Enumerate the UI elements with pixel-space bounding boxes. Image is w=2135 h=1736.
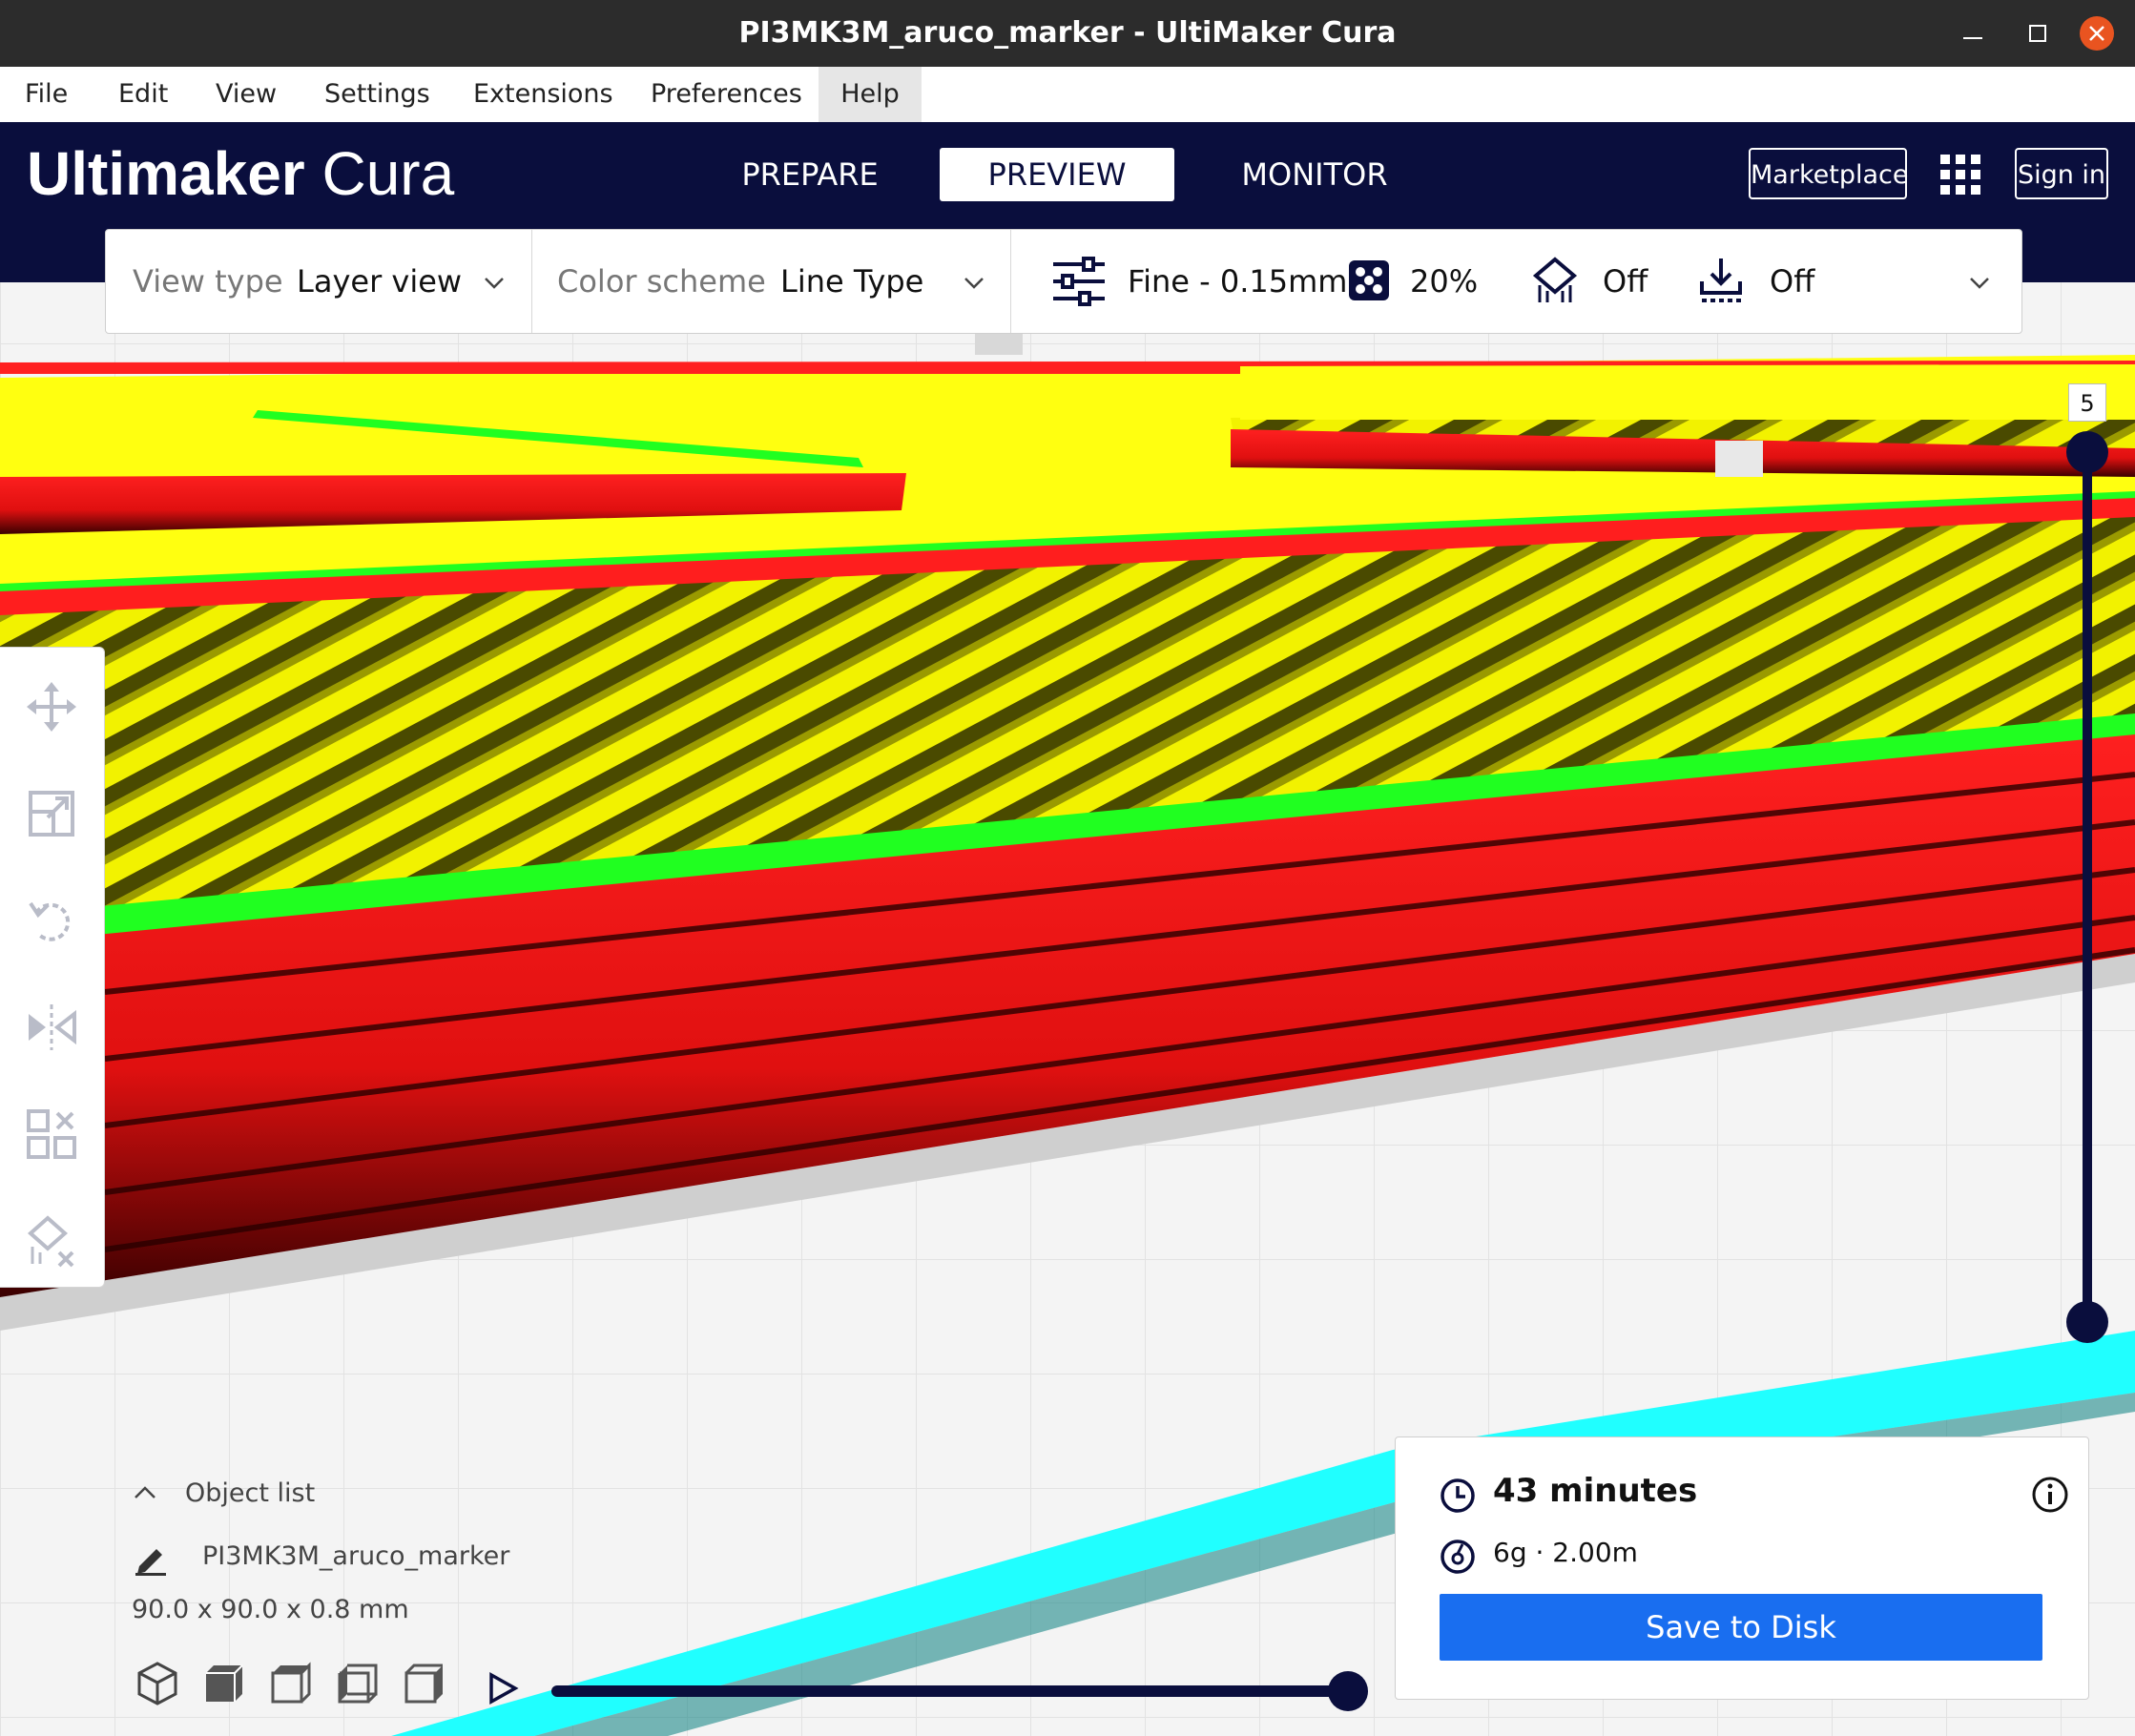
material-usage: 6g · 2.00m [1493,1537,1638,1568]
inner-wall-line [0,711,2135,944]
path-slider-handle[interactable] [1328,1671,1368,1711]
print-settings-toolbar: View type Layer view Color scheme Line T… [105,229,2022,334]
infill-value: 20% [1410,263,1479,300]
menu-bar: File Edit View Settings Extensions Prefe… [0,67,2135,122]
left-view-icon[interactable] [334,1660,382,1707]
support-blocker-icon[interactable] [25,1214,78,1268]
object-dimensions: 90.0 x 90.0 x 0.8 mm [132,1595,409,1624]
layer-slider-top-handle[interactable] [2066,431,2108,473]
marketplace-button[interactable]: Marketplace [1749,148,1908,199]
per-model-settings-icon[interactable] [25,1107,78,1161]
sign-in-button[interactable]: Sign in [2015,148,2108,199]
close-icon[interactable] [2080,16,2114,51]
layer-slider-bottom-handle[interactable] [2066,1301,2108,1343]
menu-extensions[interactable]: Extensions [473,79,613,109]
chevron-up-icon[interactable] [130,1480,160,1503]
skin-lines [0,515,2135,916]
right-view-icon[interactable] [401,1660,448,1707]
color-scheme-value: Line Type [780,263,924,300]
profile-value: Fine - 0.15mm [1128,263,1348,300]
support-value: Off [1603,263,1648,300]
info-icon[interactable] [2031,1476,2069,1514]
menu-preferences[interactable]: Preferences [651,79,802,109]
clock-icon [1441,1478,1475,1513]
layer-preview-scene [0,282,2135,1736]
3d-viewport[interactable] [0,282,2135,1736]
adhesion-icon [1700,258,1742,302]
layer-slider-track[interactable] [2083,450,2092,1324]
view-type-value: Layer view [297,263,463,300]
menu-help[interactable]: Help [819,67,922,122]
print-information-panel: 43 minutes 6g · 2.00m Save to Disk [1395,1436,2089,1700]
top-view-icon[interactable] [267,1660,315,1707]
print-time: 43 minutes [1493,1472,1698,1510]
support-icon [1532,257,1578,302]
sliders-icon [1053,257,1105,306]
scale-icon[interactable] [25,787,78,840]
adhesion-value: Off [1770,263,1815,300]
window-title: PI3MK3M_aruco_marker - UltiMaker Cura [738,16,1397,50]
save-to-disk-button[interactable]: Save to Disk [1440,1594,2042,1661]
play-icon[interactable] [487,1671,519,1705]
minimize-icon[interactable] [1956,16,1990,51]
menu-file[interactable]: File [25,79,69,109]
view-type-label: View type [133,263,283,300]
object-name[interactable]: PI3MK3M_aruco_marker [202,1541,510,1571]
grid-apps-icon[interactable] [1938,153,1982,196]
path-slider-track[interactable] [551,1685,1349,1697]
chevron-down-icon [964,278,984,289]
object-list-header[interactable]: Object list [185,1478,316,1508]
maximize-icon[interactable] [2021,16,2055,51]
move-icon[interactable] [25,680,78,734]
outer-wall-lines [0,725,2135,1297]
chevron-down-icon [485,278,504,289]
3d-view-icon[interactable] [134,1660,181,1707]
menu-view[interactable]: View [216,79,278,109]
window-titlebar: PI3MK3M_aruco_marker - UltiMaker Cura [0,0,2135,67]
logo-bold: Ultimaker [27,139,305,208]
app-logo: Ultimaker Cura [27,135,454,212]
tab-preview[interactable]: PREVIEW [940,148,1174,201]
chevron-down-icon [1970,278,1989,289]
tool-panel [0,647,105,1288]
menu-edit[interactable]: Edit [118,79,169,109]
infill-icon [1349,260,1389,300]
logo-light: Cura [321,139,455,208]
color-scheme-selector[interactable]: Color scheme Line Type [532,230,1009,333]
mirror-icon[interactable] [25,1001,78,1054]
front-view-icon[interactable] [200,1660,248,1707]
travel-move-line [391,1331,2135,1736]
tab-prepare[interactable]: PREPARE [741,156,879,193]
layer-number-label[interactable]: 5 [2068,383,2106,422]
print-setup-selector[interactable]: Fine - 0.15mm 20% Off Off [1011,230,2021,333]
pencil-icon[interactable] [134,1541,168,1576]
spool-icon [1441,1540,1475,1574]
tab-monitor[interactable]: MONITOR [1241,156,1388,193]
view-type-selector[interactable]: View type Layer view [106,230,531,333]
color-scheme-label: Color scheme [557,263,766,300]
rotate-icon[interactable] [25,894,78,947]
menu-settings[interactable]: Settings [324,79,430,109]
